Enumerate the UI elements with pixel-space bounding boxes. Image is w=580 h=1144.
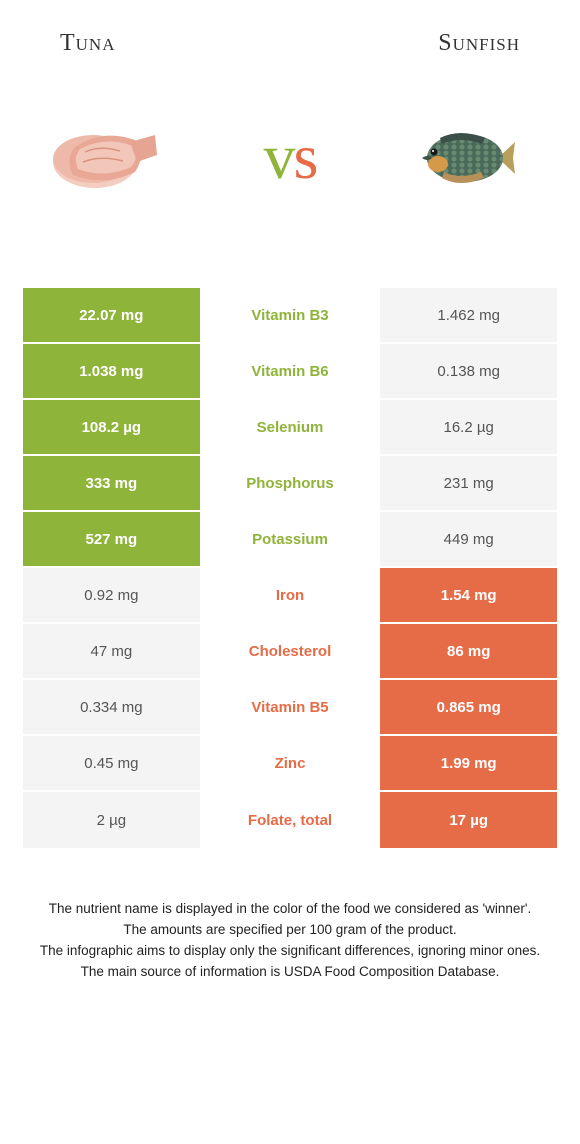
table-row: 108.2 µgSelenium16.2 µg	[23, 400, 557, 456]
table-row: 0.334 mgVitamin B50.865 mg	[23, 680, 557, 736]
footer-line-2: The amounts are specified per 100 gram o…	[30, 920, 550, 941]
footer-line-4: The main source of information is USDA F…	[30, 962, 550, 983]
left-value-cell: 108.2 µg	[23, 400, 202, 454]
nutrient-label-cell: Vitamin B6	[202, 344, 381, 398]
table-row: 22.07 mgVitamin B31.462 mg	[23, 288, 557, 344]
table-row: 2 µgFolate, total17 µg	[23, 792, 557, 848]
table-row: 1.038 mgVitamin B60.138 mg	[23, 344, 557, 400]
nutrient-label-cell: Vitamin B5	[202, 680, 381, 734]
nutrient-label-cell: Zinc	[202, 736, 381, 790]
sunfish-icon	[410, 120, 520, 195]
table-row: 47 mgCholesterol86 mg	[23, 624, 557, 680]
right-value-cell: 0.865 mg	[380, 680, 557, 734]
table-row: 333 mgPhosphorus231 mg	[23, 456, 557, 512]
vs-label: vs	[264, 120, 317, 194]
tuna-image	[40, 102, 190, 212]
vs-section: vs	[0, 67, 580, 267]
vs-v-letter: v	[264, 121, 294, 192]
left-value-cell: 47 mg	[23, 624, 202, 678]
right-food-title: Sunfish	[438, 30, 520, 57]
right-value-cell: 17 µg	[380, 792, 557, 848]
left-value-cell: 2 µg	[23, 792, 202, 848]
left-value-cell: 0.45 mg	[23, 736, 202, 790]
left-food-title: Tuna	[60, 30, 116, 57]
table-row: 0.92 mgIron1.54 mg	[23, 568, 557, 624]
nutrient-label-cell: Potassium	[202, 512, 381, 566]
footer-notes: The nutrient name is displayed in the co…	[30, 899, 550, 983]
table-row: 0.45 mgZinc1.99 mg	[23, 736, 557, 792]
right-value-cell: 1.54 mg	[380, 568, 557, 622]
footer-line-3: The infographic aims to display only the…	[30, 941, 550, 962]
left-value-cell: 333 mg	[23, 456, 202, 510]
nutrient-label-cell: Phosphorus	[202, 456, 381, 510]
nutrient-label-cell: Iron	[202, 568, 381, 622]
table-row: 527 mgPotassium449 mg	[23, 512, 557, 568]
left-value-cell: 527 mg	[23, 512, 202, 566]
right-value-cell: 0.138 mg	[380, 344, 557, 398]
right-value-cell: 231 mg	[380, 456, 557, 510]
nutrient-label-cell: Folate, total	[202, 792, 381, 848]
sunfish-image	[390, 102, 540, 212]
comparison-table: 22.07 mgVitamin B31.462 mg1.038 mgVitami…	[22, 287, 558, 849]
left-value-cell: 0.334 mg	[23, 680, 202, 734]
nutrient-label-cell: Cholesterol	[202, 624, 381, 678]
tuna-icon	[45, 107, 185, 207]
vs-s-letter: s	[294, 121, 317, 192]
right-value-cell: 16.2 µg	[380, 400, 557, 454]
header: Tuna Sunfish	[0, 0, 580, 67]
right-value-cell: 86 mg	[380, 624, 557, 678]
left-value-cell: 0.92 mg	[23, 568, 202, 622]
footer-line-1: The nutrient name is displayed in the co…	[30, 899, 550, 920]
nutrient-label-cell: Selenium	[202, 400, 381, 454]
right-value-cell: 1.99 mg	[380, 736, 557, 790]
left-value-cell: 22.07 mg	[23, 288, 202, 342]
right-value-cell: 1.462 mg	[380, 288, 557, 342]
left-value-cell: 1.038 mg	[23, 344, 202, 398]
nutrient-label-cell: Vitamin B3	[202, 288, 381, 342]
right-value-cell: 449 mg	[380, 512, 557, 566]
